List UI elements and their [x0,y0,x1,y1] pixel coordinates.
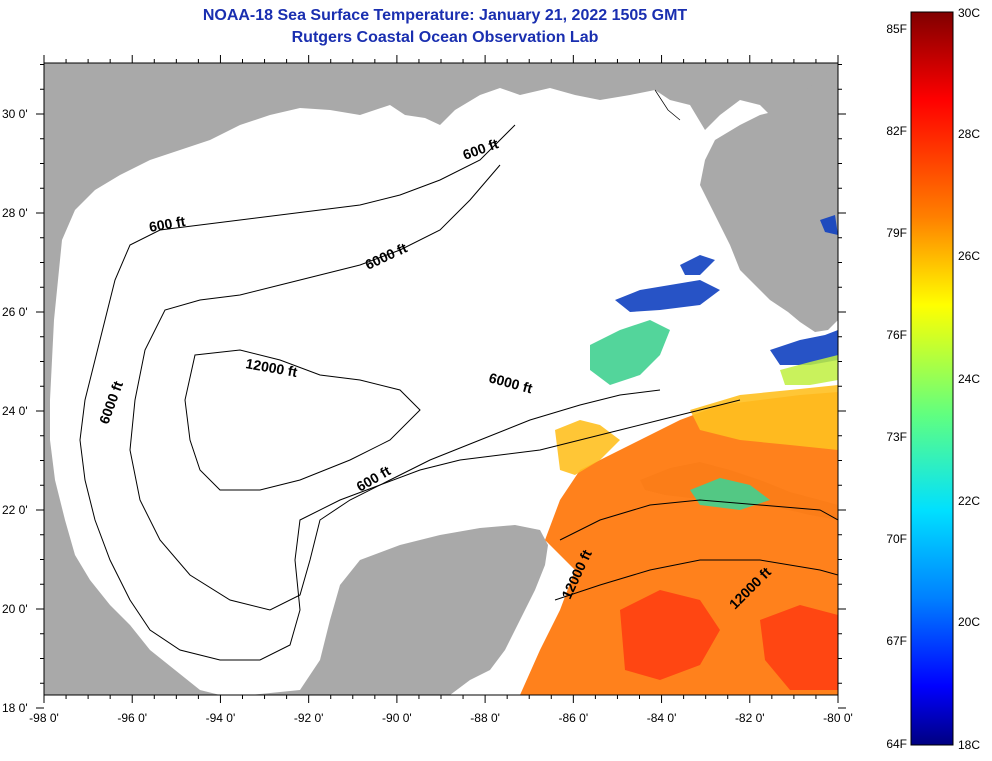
axis-ticks: -98 0' -96 0' -94 0' -92 0' -90 0' -88 0' -86 … [2,55,853,725]
sst-swath-green [590,320,770,510]
colorbar-c-label: 30C [958,6,980,20]
colorbar-c-label: 20C [958,615,980,629]
colorbar-f-label: 76F [886,328,907,342]
lat-tick-label: 24 0' [2,404,28,418]
colorbar-f-label: 73F [886,430,907,444]
lon-tick-label: -96 0' [117,711,147,725]
colorbar-c-label: 26C [958,249,980,263]
sst-swath-blue [615,215,838,365]
colorbar [910,11,954,746]
lat-tick-label: 22 0' [2,503,28,517]
map-title: NOAA-18 Sea Surface Temperature: January… [202,7,688,24]
colorbar-f-label: 70F [886,532,907,546]
colorbar-c-label: 22C [958,494,980,508]
lat-tick-label: 28 0' [2,206,28,220]
lon-tick-label: -82 0' [735,711,765,725]
land-yucatan [250,525,548,695]
colorbar-f-label: 79F [886,226,907,240]
colorbar-f-label: 67F [886,634,907,648]
land-north-america [44,63,838,695]
land-florida [700,63,838,332]
lat-tick-label: 26 0' [2,305,28,319]
colorbar-f-label: 82F [886,124,907,138]
sst-swath-south [520,392,838,695]
contour-12000ft [184,349,838,601]
lon-tick-label: -90 0' [382,711,412,725]
colorbar-c-label: 24C [958,372,980,386]
boundary-line [654,89,681,121]
lon-tick-label: -80 0' [823,711,853,725]
contour-600ft [79,124,741,661]
lat-tick-label: 30 0' [2,107,28,121]
sst-swath-lime [780,355,838,385]
contour-label: 600 ft [148,213,187,235]
contour-6000ft [129,164,661,611]
lon-tick-label: -88 0' [470,711,500,725]
colorbar-f-label: 64F [886,737,907,751]
colorbar-c-label: 28C [958,127,980,141]
lon-tick-label: -84 0' [647,711,677,725]
lon-tick-label: -98 0' [29,711,59,725]
lat-tick-label: 18 0' [2,701,28,715]
map-subtitle: Rutgers Coastal Ocean Observation Lab [291,29,599,46]
colorbar-labels: 85F 82F 79F 76F 73F 70F 67F 64F 30C 28C 26C 24C 22C 2… [886,6,980,752]
lon-tick-label: -94 0' [206,711,236,725]
lon-tick-label: -86 0' [559,711,589,725]
sst-swath-red [620,590,838,690]
sst-swath-yellow [555,385,838,475]
lon-tick-label: -92 0' [294,711,324,725]
colorbar-c-label: 18C [958,738,980,752]
colorbar-f-label: 85F [886,22,907,36]
lat-tick-label: 20 0' [2,602,28,616]
